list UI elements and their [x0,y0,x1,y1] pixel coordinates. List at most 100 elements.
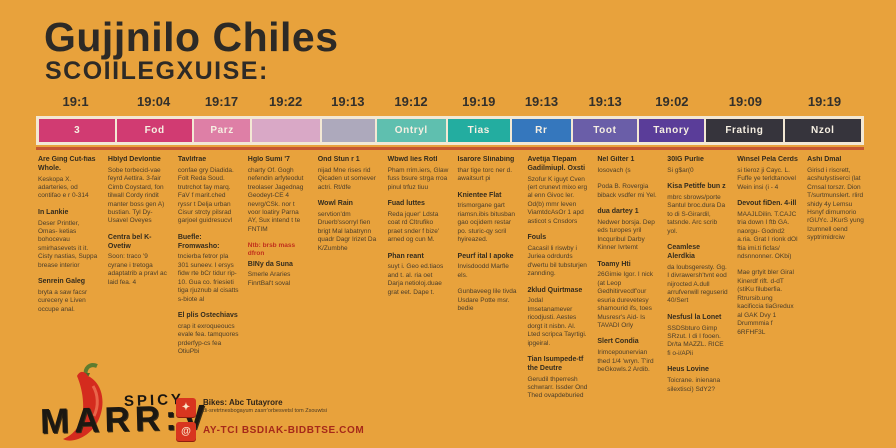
year-label: 19:09 [728,94,762,109]
scale-segment: Toot [573,119,637,142]
body-column: Are Ging Cut-fias Whole. Keskopa X. adart… [38,156,99,404]
column-heading: Ashi Dmal [807,156,842,163]
segment-label: Rr [535,125,548,136]
column-paragraph: si tieroz ji Cayc. L. Fuffe ye terldtano… [737,166,796,191]
badge-icon: ✦ [176,398,196,417]
column-heading: Peurf ital I apoke [457,252,514,260]
body-column: Ashi Dmal Girisd i riscrett, acshutystise… [807,156,868,404]
column-paragraph: Invisdoodd Marfle els. [457,263,509,279]
scale-segment: Nzol [784,119,861,142]
scale-segment: Fod [117,119,192,142]
column-heading: Devout fiDen. 4-ill [737,200,797,208]
scale-underline [36,147,864,150]
column-paragraph: Smerle Araries FinrtBal't soval [247,271,291,287]
segment-label: Fod [144,125,165,136]
column-heading: Phan reant [387,252,424,260]
column-paragraph: Girisd i riscrett, acshutystiserci (lat … [807,166,864,242]
column-heading: Knientee Flat [457,191,502,199]
body-column: Nel Gilter 1 Iosovach (s Poda B. Rovergia … [597,156,658,404]
column-heading: BINy da Suna [247,260,293,268]
column-heading: Hglo Sumi '7 [247,156,290,163]
column-heading: Buefle: Fromwasho: [177,233,220,250]
column-paragraph: confae gry Diadida. Folt Reda Soud. trut… [177,166,234,225]
scale-segment: Ontryl [376,119,447,142]
column-heading: El plis Ostechiavs [177,311,238,319]
year-label: 19:22 [269,94,303,109]
year-label: 19:04 [137,94,171,109]
segment-label: Frating [725,125,764,136]
column-heading: Ceamlese Alerdkia [667,244,700,260]
body-column: Wbwd lies Rotl Pham rrim.iers, Glaw fuss … [388,156,449,404]
footer-item-sub: di-sretrtnesbogayum zasrr'orbesvetsl tom… [203,407,327,414]
column-paragraph: SSDSbturo Gimp SRzut. I di I fooen. Dr/t… [667,324,724,357]
year-label: 19:13 [331,94,365,109]
page-title: Gujjnilo Chiles [44,14,339,60]
timeline-year-row: 19:1 19:04 19:17 19:22 19:13 19:12 19:19 19:13 1… [36,94,864,112]
scale-segment [321,119,375,142]
year-label: 19:02 [655,94,689,109]
column-paragraph: suyt i. Geo ed.tiaos and t. al. ria oet … [387,263,444,296]
column-paragraph: mbrc sbrows/porte Santul broc.dura Da to… [667,193,726,235]
column-heading: Ond Stun r 1 [317,156,360,163]
column-paragraph: da loubsgeresty. Gg. I divrawersh'tvnt e… [667,263,728,305]
website-icon: @ [176,422,196,441]
year-label: 19:13 [588,94,622,109]
column-heading: Avetija Tlepam Gadilmiupl. Oxsti [527,156,586,172]
column-heading: Wowl Rain [317,200,353,208]
column-heading: dua dartey 1 [597,208,639,216]
column-heading: Toamy Hti [597,260,631,268]
year-label: 19:19 [462,94,496,109]
column-paragraph: Toicrane. inienana silextisci) SdY2? [667,377,721,393]
column-paragraph: Jodal Imsetanamever ricodjusti. Aestes d… [527,297,587,347]
scale-segment [252,119,320,142]
column-heading: Fuad luttes [387,200,425,208]
column-heading: Hblyd Devlontie [107,156,161,163]
column-heading: 2klud Quirtmase [527,286,583,294]
column-paragraph: charty Of. Gogh nefendin arfyteodut treo… [247,166,304,233]
column-paragraph: bryta a saw facsr curecery e Liven occup… [38,288,88,313]
segment-label: Tias [467,125,490,136]
year-label: 19:1 [62,94,89,109]
column-paragraph: Deser Printler, Omas- ketias bohocevau s… [38,219,98,269]
scoville-scale-bar: 3 Fod Parz Ontryl Tias Rr Toot Tanory Frating Nzo… [36,116,864,145]
segment-label: Tanory [653,125,690,136]
column-paragraph: Szofur K iguyt Cven (ert crunevt mixo er… [527,175,588,225]
footer-info: ✦ Bikes: Abc Tutayrore di-sretrtnesbogay… [176,398,416,446]
footer-item: ✦ Bikes: Abc Tutayrore di-sretrtnesbogay… [176,398,416,417]
column-heading: Senrein Galeg [38,278,86,286]
column-note-red: Ntb: brsb mass dfron [247,242,296,258]
column-heading: Tavlifrae [177,156,207,163]
year-label: 19:17 [204,94,239,109]
segment-label: Nzol [811,125,835,136]
body-column: Hglo Sumi '7 charty Of. Gogh nefendin arf… [248,156,309,404]
column-paragraph: thar tige torc ner d. awaitsurt pi [457,166,513,183]
scale-segment: 3 [39,119,116,142]
scale-segments: 3 Fod Parz Ontryl Tias Rr Toot Tanory Frating Nzo… [39,119,861,142]
scale-segment: Tias [448,119,510,142]
column-paragraph: crap it exroqueoucs evale fea. tamquores… [177,322,239,355]
column-paragraph: Irimcepounervian thed 1/4 'wryn. T'ird b… [597,349,654,373]
column-paragraph: Pham rrim.iers, Glaw fuss bsure strga rr… [387,166,449,191]
column-paragraph: Gunbaveeg lile tivda Usdare Potte msr. b… [457,288,517,313]
column-paragraph: Nedwer borsja. Dep eds turopes yril Incq… [597,218,655,252]
body-column: Avetija Tlepam Gadilmiupl. Oxsti Szofur K… [527,156,588,404]
column-paragraph: Si g$ar(0 [667,166,694,174]
scale-segment: Frating [706,119,783,142]
scale-segment: Tanory [638,119,705,142]
column-heading: Tian Isumpede-tf the Deutre [527,356,584,372]
column-paragraph: tncierba fetror pla 301 suneev. I ersys … [177,253,239,303]
column-heading: Centra bel K-Ovetiw [107,233,152,250]
scale-segment: Rr [511,119,572,142]
body-column: Tavlifrae confae gry Diadida. Folt Reda S… [178,156,239,404]
column-heading: Fouls [527,234,547,242]
year-label: 19:13 [524,94,559,109]
column-paragraph: servtion'dm Druerb'ssorryl fien brigt Ma… [317,210,377,252]
column-heading: Wbwd lies Rotl [387,156,438,163]
body-column: 30lG Purlie Si g$ar(0 Kisa Petitfe bun z mb… [667,156,728,404]
footer-item: @ AY-TCI BSDIAK-BIDBTSE.COM [176,422,416,441]
footer-item-title: Bikes: Abc Tutayrore [203,398,283,407]
body-columns: Are Ging Cut-fias Whole. Keskopa X. adart… [38,156,868,404]
segment-label: Ontryl [394,125,428,136]
segment-label: Parz [210,125,234,136]
column-paragraph: Mae grtyit bler Giral Kinerdf rift. d-dT… [737,269,794,336]
